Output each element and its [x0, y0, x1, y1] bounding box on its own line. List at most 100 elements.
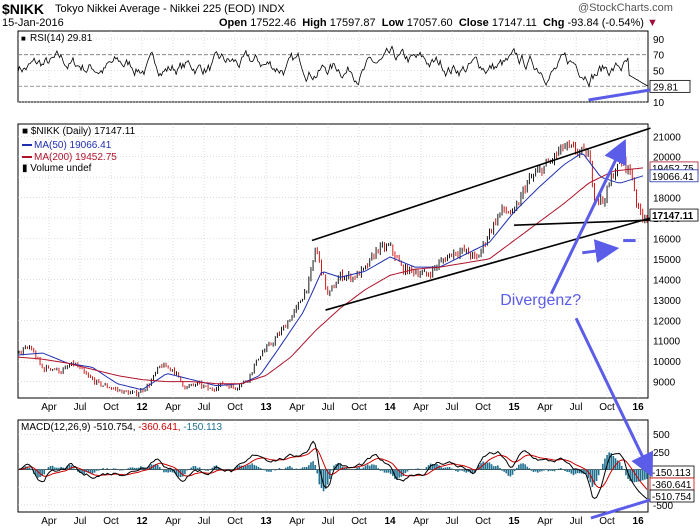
price-x-tick-label: 14	[384, 402, 396, 413]
trendline-upper-channel	[311, 127, 651, 242]
volume-legend-label: ▮ Volume undef	[22, 163, 92, 174]
macd-x-tick-label: Jul	[74, 516, 87, 527]
macd-x-tick-label: 16	[633, 516, 645, 527]
macd-x-tick-label: 14	[384, 516, 396, 527]
date-label: 15-Jan-2016	[2, 17, 64, 29]
macd-x-tick-label: Oct	[475, 516, 491, 527]
hist-value-tag: -150.113	[652, 468, 691, 479]
price-panel-frame	[17, 123, 649, 399]
price-x-tick-label: Jul	[322, 402, 335, 413]
price-y-tick-label: 12000	[653, 316, 681, 327]
macd-value-tag: -510.754	[652, 492, 692, 503]
chg-label: Chg	[543, 17, 565, 29]
macd-value-tag-box	[649, 489, 695, 503]
trendline-horizontal-support	[514, 219, 651, 227]
price-y-tick-label: 10000	[653, 357, 681, 368]
macd-x-tick-label: 13	[260, 516, 272, 527]
macd-signal-line	[19, 448, 648, 490]
price-y-tick-label: 20000	[653, 153, 681, 164]
open-value: 17522.46	[250, 17, 297, 29]
down-arrow-icon: ▼	[647, 17, 658, 29]
rsi-legend-label: RSI(14) 29.81	[30, 33, 93, 44]
macd-x-tick-label: Jul	[446, 516, 459, 527]
rsi-panel-frame	[17, 30, 649, 103]
price-y-tick-label: 18000	[653, 194, 681, 205]
rsi-divergence-line	[588, 88, 651, 102]
macd-x-tick-label: Apr	[413, 516, 429, 527]
arrow-mid	[582, 239, 620, 263]
macd-x-tick-label: Oct	[599, 516, 615, 527]
rsi-y-tick-label: 50	[653, 66, 665, 77]
macd-y-tick-label: -500	[653, 501, 673, 512]
macd-divergence-line	[590, 498, 651, 520]
macd-line	[19, 440, 648, 500]
rsi-y-tick-label: 10	[653, 98, 665, 109]
rsi-value-tag-box	[649, 79, 691, 93]
instrument-title: Tokyo Nikkei Average - Nikkei 225 (EOD)	[55, 3, 256, 15]
rsi-y-tick-label: 70	[653, 51, 665, 62]
rsi-legend-swatch: ■	[21, 34, 26, 43]
macd-x-tick-label: 15	[509, 516, 521, 527]
price-x-tick-label: Oct	[227, 402, 243, 413]
price-x-tick-label: Apr	[41, 402, 57, 413]
price-x-tick-label: Jul	[446, 402, 459, 413]
high-label: High	[302, 17, 327, 29]
signal-value-tag: -360.641	[652, 480, 692, 491]
price-y-tick-label: 14000	[653, 275, 681, 286]
symbol-label: $NIKK	[2, 1, 45, 17]
macd-panel-frame	[17, 419, 649, 513]
ma50-line	[17, 153, 644, 390]
price-x-tick-label: 15	[509, 402, 521, 413]
price-x-tick-label: Apr	[289, 402, 305, 413]
macd-x-tick-label: Apr	[537, 516, 553, 527]
price-x-tick-label: Oct	[475, 402, 491, 413]
price-x-tick-label: Apr	[413, 402, 429, 413]
price-x-tick-label: 12	[136, 402, 148, 413]
ma50-value-tag: 19066.41	[652, 172, 694, 183]
ma50-value-tag-box	[649, 169, 699, 183]
price-y-tick-label: 13000	[653, 296, 681, 307]
price-x-tick-label: Jul	[74, 402, 87, 413]
macd-x-tick-label: Oct	[351, 516, 367, 527]
price-x-tick-label: Oct	[351, 402, 367, 413]
macd-y-tick-label: 500	[653, 430, 670, 441]
close-value-tag: 17147.11	[652, 211, 694, 222]
macd-legend-macd-value: -510.754,	[93, 422, 138, 433]
open-label: Open	[219, 17, 248, 29]
ma200-legend-label: MA(200) 19452.75	[34, 152, 117, 163]
watermark-logo: @StockCharts.com	[578, 2, 673, 14]
rsi-line	[17, 45, 649, 88]
high-value: 17597.87	[329, 17, 376, 29]
low-value: 17057.60	[406, 17, 453, 29]
close-label: Close	[458, 17, 489, 29]
macd-legend-label: MACD(12,26,9) -510.754, -360.641, -150.1…	[21, 422, 223, 433]
macd-x-tick-label: Oct	[103, 516, 119, 527]
price-y-tick-label: 21000	[653, 132, 681, 143]
rsi-y-tick-label: 90	[653, 35, 665, 46]
exchange-label: INDX	[258, 3, 285, 15]
ohlc-line: Open 17522.46 High 17597.87 Low 17057.60…	[219, 17, 658, 29]
ma200-line	[17, 167, 644, 385]
chg-value: -93.84 (-0.54%)	[567, 17, 644, 29]
macd-x-tick-label: Jul	[322, 516, 335, 527]
price-x-tick-label: 16	[633, 402, 645, 413]
macd-x-tick-label: Jul	[570, 516, 583, 527]
macd-y-tick-label: 250	[653, 448, 670, 459]
macd-x-tick-label: Apr	[289, 516, 305, 527]
ma50-legend-label: MA(50) 19066.41	[34, 140, 112, 151]
macd-legend-hist-value: -150.113	[183, 422, 222, 433]
macd-x-tick-label: Jul	[198, 516, 211, 527]
price-x-tick-label: Oct	[599, 402, 615, 413]
instrument-name: Tokyo Nikkei Average - Nikkei 225 (EOD) …	[55, 3, 285, 15]
price-x-tick-label: Jul	[570, 402, 583, 413]
macd-x-tick-label: Apr	[165, 516, 181, 527]
low-label: Low	[381, 17, 404, 29]
macd-x-tick-label: Oct	[227, 516, 243, 527]
price-y-tick-label: 11000	[653, 337, 681, 348]
price-x-tick-label: Jul	[198, 402, 211, 413]
close-value-tag-box	[649, 208, 699, 222]
macd-x-tick-label: 12	[136, 516, 148, 527]
price-x-tick-label: 13	[260, 402, 272, 413]
arrow-divergence-down	[574, 317, 654, 478]
